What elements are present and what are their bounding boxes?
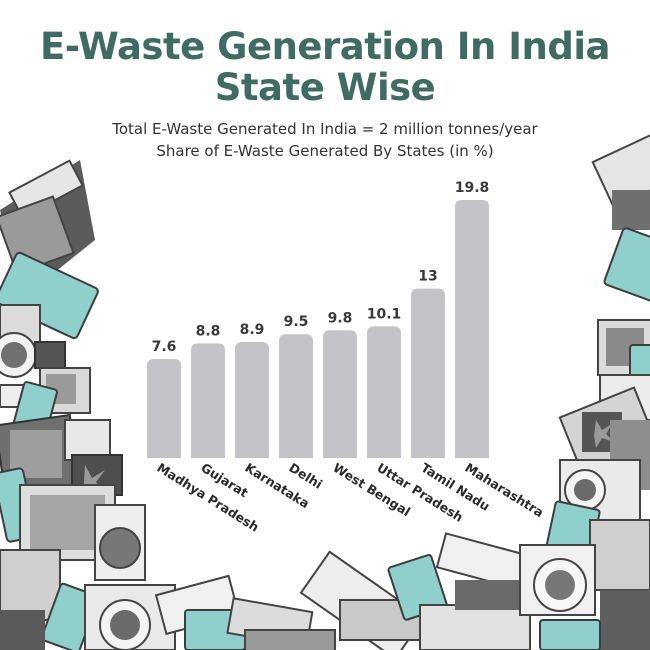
category-label: West Bengal	[330, 460, 413, 519]
value-label: 13	[418, 269, 437, 285]
value-label: 9.5	[284, 314, 309, 330]
value-label: 7.6	[152, 339, 177, 355]
page-title-line-2: State Wise	[214, 66, 436, 109]
bar-maharashtra	[455, 200, 489, 458]
bottom-keyboards-pile	[299, 532, 539, 650]
value-label: 8.8	[196, 323, 221, 339]
bar-uttar-pradesh	[367, 326, 401, 458]
bar-tamil-nadu	[411, 288, 445, 458]
subtitle-total: Total E-Waste Generated In India = 2 mil…	[112, 120, 538, 138]
subtitle-share: Share of E-Waste Generated By States (in…	[156, 142, 494, 160]
bar-gujarat	[191, 343, 225, 458]
bar-madhya-pradesh	[147, 358, 181, 458]
right-appliance-pile	[519, 131, 650, 650]
value-label: 9.8	[328, 310, 353, 326]
bar-karnataka	[235, 342, 269, 458]
bar-delhi	[279, 334, 313, 458]
page-title-line-1: E-Waste Generation In India	[40, 25, 610, 68]
value-label: 19.8	[455, 180, 490, 196]
bar-west-bengal	[323, 330, 357, 458]
value-label: 10.1	[367, 306, 402, 322]
value-label: 8.9	[240, 322, 265, 338]
left-appliance-pile	[0, 159, 336, 650]
